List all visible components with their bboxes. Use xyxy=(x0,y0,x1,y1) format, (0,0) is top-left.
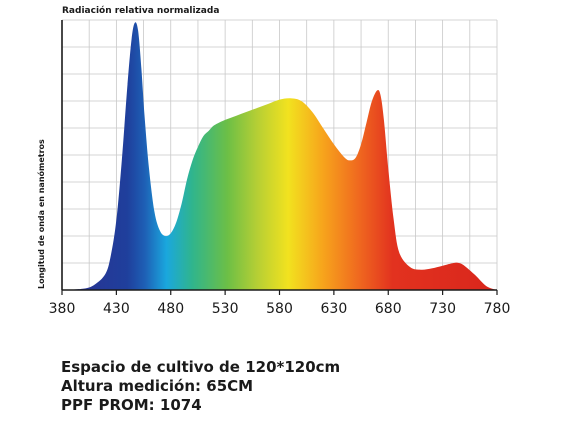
notes-measurement-height: Altura medición: 65CM xyxy=(61,377,254,395)
notes-ppf-average: PPF PROM: 1074 xyxy=(61,396,202,414)
x-tick-labels: 380 430 480 530 580 630 680 730 780 xyxy=(49,301,511,317)
spectrum-area xyxy=(62,22,497,290)
y-axis-label: Longitud de onda en nanómetros xyxy=(36,139,46,289)
chart-axes xyxy=(61,20,498,295)
x-tick-label: 780 xyxy=(484,301,511,317)
x-tick-label: 480 xyxy=(157,301,184,317)
spectrum-chart: Radiación relativa normalizada Longitud … xyxy=(36,5,511,317)
x-tick-label: 430 xyxy=(103,301,130,317)
x-tick-label: 580 xyxy=(266,301,293,317)
x-tick-label: 680 xyxy=(375,301,402,317)
chart-title: Radiación relativa normalizada xyxy=(62,5,219,16)
x-tick-label: 530 xyxy=(212,301,239,317)
measurement-notes: Espacio de cultivo de 120*120cm Altura m… xyxy=(61,358,340,415)
notes-cultivation-space: Espacio de cultivo de 120*120cm xyxy=(61,358,341,376)
x-tick-label: 630 xyxy=(321,301,348,317)
x-tick-label: 730 xyxy=(429,301,456,317)
x-tick-label: 380 xyxy=(49,301,76,317)
